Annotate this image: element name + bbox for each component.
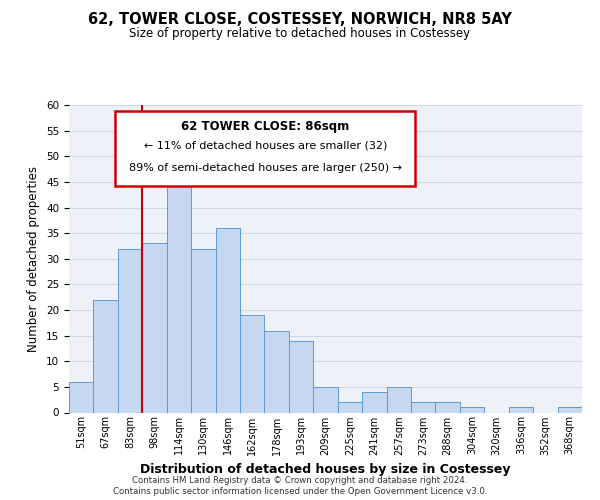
Text: Size of property relative to detached houses in Costessey: Size of property relative to detached ho… — [130, 26, 470, 40]
Text: Contains public sector information licensed under the Open Government Licence v3: Contains public sector information licen… — [113, 488, 487, 496]
Bar — [289, 341, 313, 412]
Bar — [191, 248, 215, 412]
Bar — [386, 387, 411, 412]
Bar — [240, 315, 265, 412]
Y-axis label: Number of detached properties: Number of detached properties — [28, 166, 40, 352]
Bar — [460, 408, 484, 412]
Text: Contains HM Land Registry data © Crown copyright and database right 2024.: Contains HM Land Registry data © Crown c… — [132, 476, 468, 485]
X-axis label: Distribution of detached houses by size in Costessey: Distribution of detached houses by size … — [140, 463, 511, 476]
Bar — [118, 248, 142, 412]
Text: ← 11% of detached houses are smaller (32): ← 11% of detached houses are smaller (32… — [143, 140, 387, 150]
Bar — [94, 300, 118, 412]
Bar — [362, 392, 386, 412]
Bar — [436, 402, 460, 412]
Text: 62 TOWER CLOSE: 86sqm: 62 TOWER CLOSE: 86sqm — [181, 120, 349, 134]
FancyBboxPatch shape — [115, 111, 415, 186]
Bar — [142, 244, 167, 412]
Bar — [338, 402, 362, 412]
Text: 89% of semi-detached houses are larger (250) →: 89% of semi-detached houses are larger (… — [129, 164, 402, 173]
Bar — [411, 402, 436, 412]
Bar — [167, 156, 191, 412]
Bar — [265, 330, 289, 412]
Bar — [69, 382, 94, 412]
Bar — [215, 228, 240, 412]
Bar — [509, 408, 533, 412]
Text: 62, TOWER CLOSE, COSTESSEY, NORWICH, NR8 5AY: 62, TOWER CLOSE, COSTESSEY, NORWICH, NR8… — [88, 12, 512, 28]
Bar — [557, 408, 582, 412]
Bar — [313, 387, 338, 412]
